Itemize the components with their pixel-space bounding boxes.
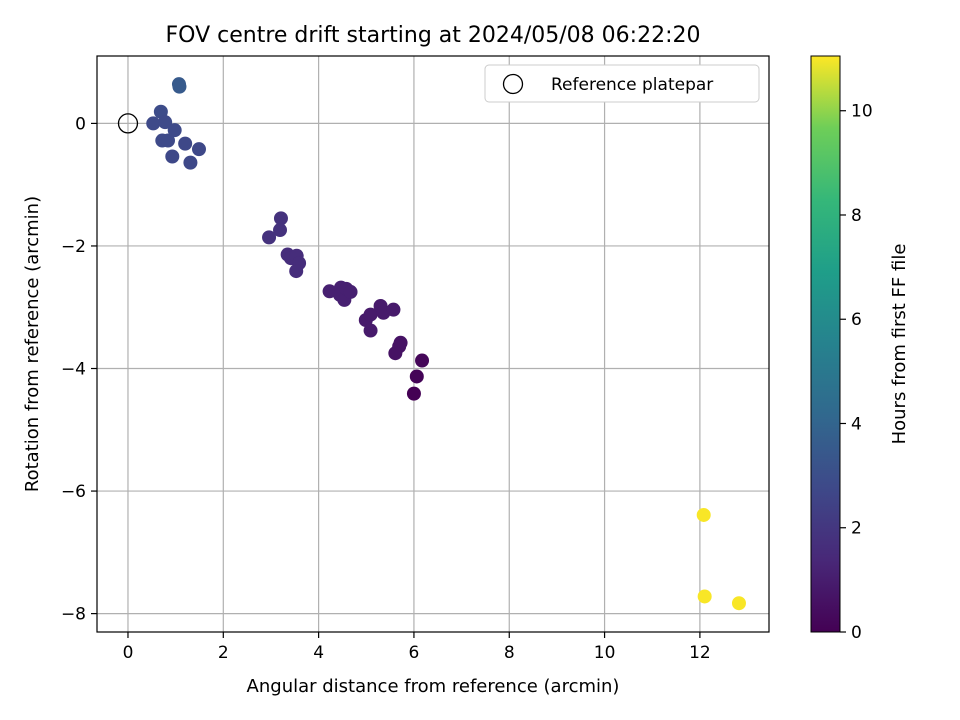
legend-label: Reference platepar [551,75,713,95]
colorbar-tick-label: 2 [851,519,862,539]
x-axis-ticks: 0 2 4 6 8 10 12 [123,632,711,663]
scatter-point [343,284,358,299]
data-points [146,77,746,611]
x-tick-label: 0 [123,643,134,663]
legend: Reference platepar [484,64,760,103]
scatter-point [273,223,288,238]
x-tick-label: 12 [689,643,711,663]
colorbar-tick-label: 4 [851,414,862,434]
scatter-point [191,142,206,157]
scatter-point [167,123,182,138]
y-axis-ticks: 0 −2 −4 −6 −8 [61,114,97,625]
x-tick-label: 2 [218,643,229,663]
grid-lines [97,56,769,632]
reference-marker [117,113,139,134]
scatter-point [273,211,288,226]
colorbar-tick-label: 6 [851,310,862,330]
scatter-point [696,507,711,522]
colorbar-tick-label: 0 [851,623,862,643]
scatter-point [289,264,304,279]
colorbar-tick-label: 10 [851,102,873,122]
scatter-point [386,302,401,317]
plot-frame [96,55,770,633]
colorbar-label: Hours from first FF file [889,244,910,445]
x-tick-label: 6 [409,643,420,663]
scatter-point [262,230,277,245]
colorbar-ticks: 0 2 4 6 8 10 [840,102,873,643]
y-tick-label: −8 [61,605,86,625]
scatter-point [165,149,180,164]
scatter-point [172,79,187,94]
reference-point-circle [117,113,139,134]
scatter-point [388,346,403,361]
scatter-point [363,307,378,322]
y-tick-label: −6 [61,482,86,502]
y-tick-label: 0 [75,114,86,134]
legend-box [484,64,760,103]
colorbar: 0 2 4 6 8 10 Hours from first FF file [810,55,910,643]
scatter-point [406,386,421,401]
colorbar-tick-label: 8 [851,206,862,226]
scatter-point [158,115,173,130]
y-tick-label: −4 [61,360,86,380]
scatter-point [409,369,424,384]
x-tick-label: 8 [504,643,515,663]
x-axis-label: Angular distance from reference (arcmin) [247,676,620,697]
scatter-point [415,353,430,368]
scatter-point [697,589,712,604]
x-tick-label: 10 [594,643,616,663]
colorbar-gradient [810,55,841,633]
scatter-point [183,155,198,170]
scatter-point [146,116,161,131]
scatter-point [178,136,193,151]
y-tick-label: −2 [61,237,86,257]
y-axis-label: Rotation from reference (arcmin) [22,196,43,492]
chart-title: FOV centre drift starting at 2024/05/08 … [166,23,701,48]
scatter-point [731,596,746,611]
scatter-point [363,323,378,338]
scatter-point [161,133,176,148]
x-tick-label: 4 [313,643,324,663]
legend-marker-icon [502,73,524,95]
